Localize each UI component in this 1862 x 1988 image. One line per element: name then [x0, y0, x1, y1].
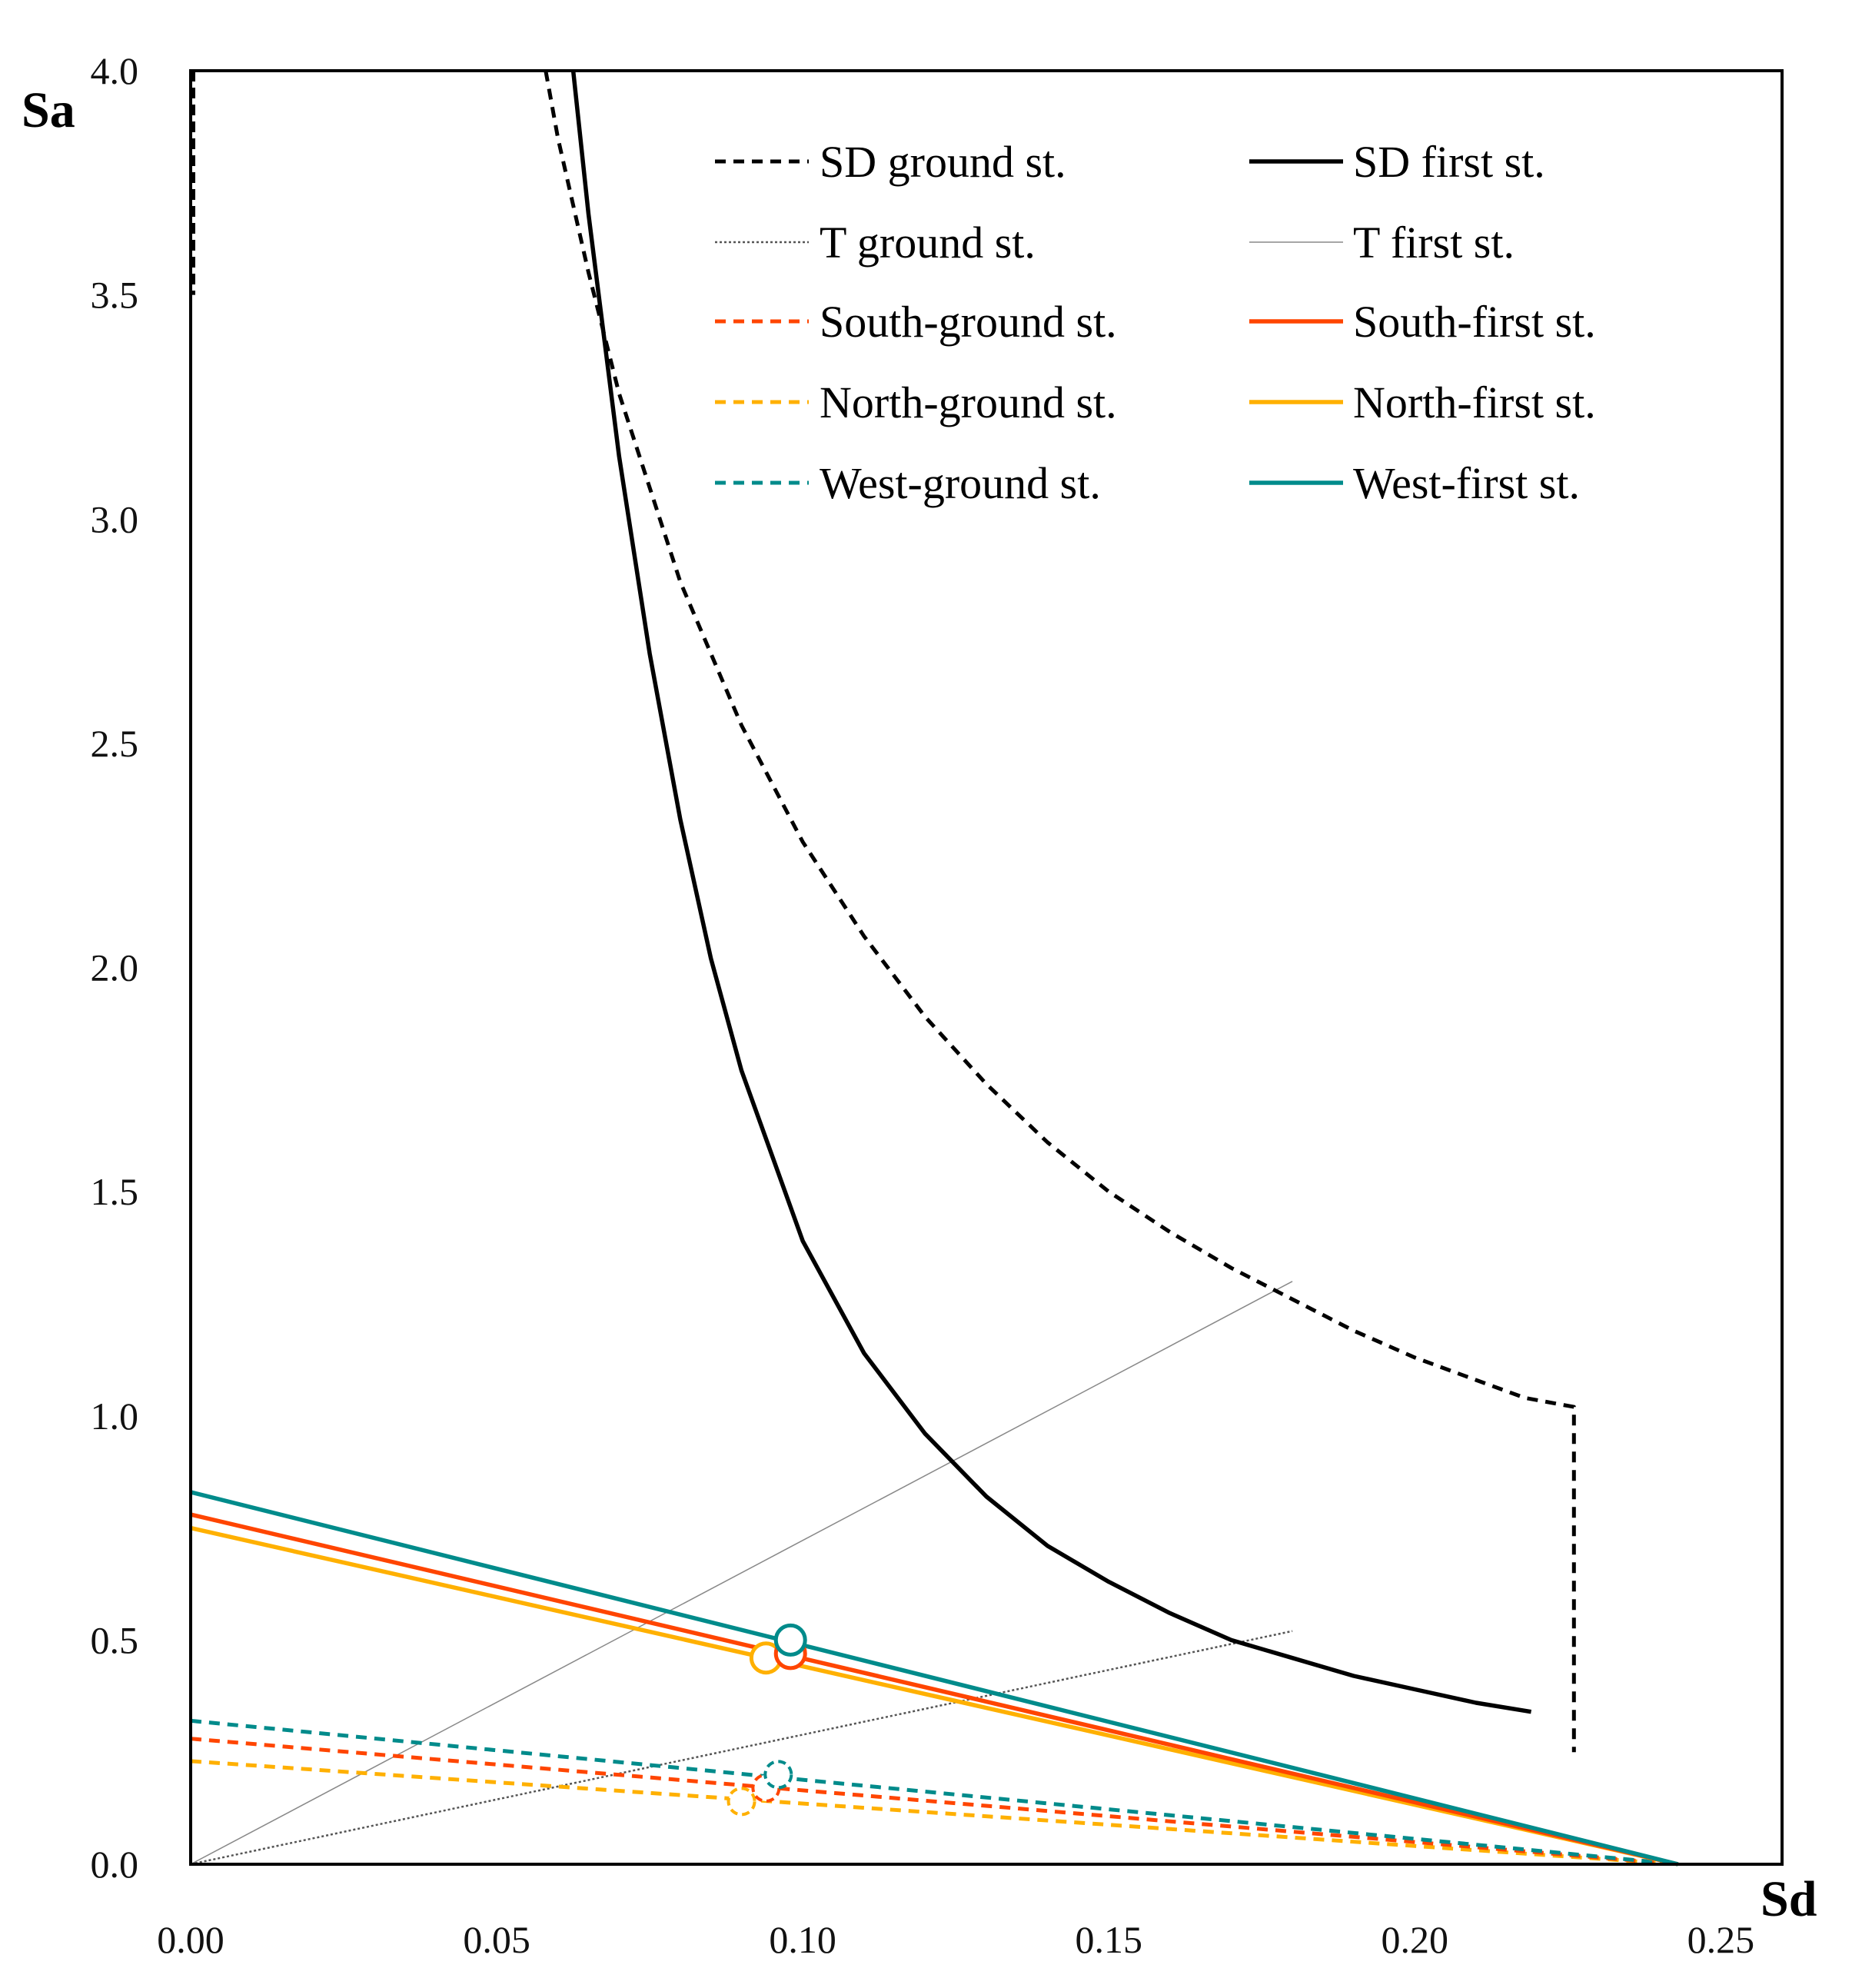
legend-label-t-ground-st: T ground st.: [820, 218, 1036, 268]
legend-label-south-first-st: South-first st.: [1353, 297, 1596, 347]
legend-label-north-ground-st: North-ground st.: [820, 377, 1117, 427]
y-tick-label: 3.5: [91, 274, 139, 317]
y-axis-title: Sa: [22, 82, 75, 138]
series-north-ground-st: [190, 1759, 1678, 1867]
legend-label-south-ground-st: South-ground st.: [820, 297, 1117, 347]
y-tick-label: 1.0: [91, 1395, 139, 1438]
legend-label-north-first-st: North-first st.: [1353, 377, 1596, 427]
x-tick-label: 0.20: [1382, 1918, 1449, 1961]
series-west-ground-st: [190, 1718, 1678, 1867]
series-sd-first-st: [570, 70, 1532, 1714]
series-t-ground-st: [190, 1630, 1293, 1866]
y-tick-label: 0.5: [91, 1618, 139, 1661]
x-tick-label: 0.15: [1075, 1918, 1142, 1961]
legend-label-west-ground-st: West-ground st.: [820, 458, 1101, 508]
marker-west-first-st: [773, 1623, 807, 1657]
legend-label-t-first-st: T first st.: [1353, 218, 1515, 268]
y-tick-label: 2.0: [91, 946, 139, 989]
y-tick-label: 1.5: [91, 1170, 139, 1213]
x-tick-label: 0.00: [157, 1918, 224, 1961]
x-tick-label: 0.25: [1687, 1918, 1755, 1961]
series-north-first-st: [190, 1525, 1679, 1867]
series-south-ground-st: [190, 1737, 1678, 1867]
series-south-first-st: [190, 1512, 1679, 1867]
series-west-first-st: [190, 1490, 1679, 1867]
y-tick-label: 4.0: [91, 49, 139, 92]
y-tick-label: 2.5: [91, 722, 139, 765]
tick-labels: 0.00 0.05 0.10 0.15 0.20 0.25 0.0 0.5 1.0 1.5 2.0 2…: [91, 49, 1755, 1961]
legend-label-sd-ground-st: SD ground st.: [820, 137, 1066, 187]
x-tick-label: 0.05: [463, 1918, 530, 1961]
series-t-first-st: [190, 1281, 1293, 1865]
legend: SD ground st. T ground st. South-ground st…: [715, 137, 1596, 508]
marker-north-ground-st: [727, 1787, 756, 1817]
legend-label-sd-first-st: SD first st.: [1353, 137, 1545, 187]
legend-label-west-first-st: West-first st.: [1353, 458, 1580, 508]
y-tick-label: 0.0: [91, 1843, 139, 1886]
x-tick-label: 0.10: [769, 1918, 836, 1961]
x-axis-title: Sd: [1761, 1871, 1817, 1927]
marker-west-ground-st: [763, 1760, 793, 1790]
y-tick-label: 3.0: [91, 497, 139, 540]
series-sd-ground-st: [544, 70, 1576, 1753]
plot-elements: [190, 70, 1679, 1867]
plot-frame: [189, 69, 1784, 1866]
